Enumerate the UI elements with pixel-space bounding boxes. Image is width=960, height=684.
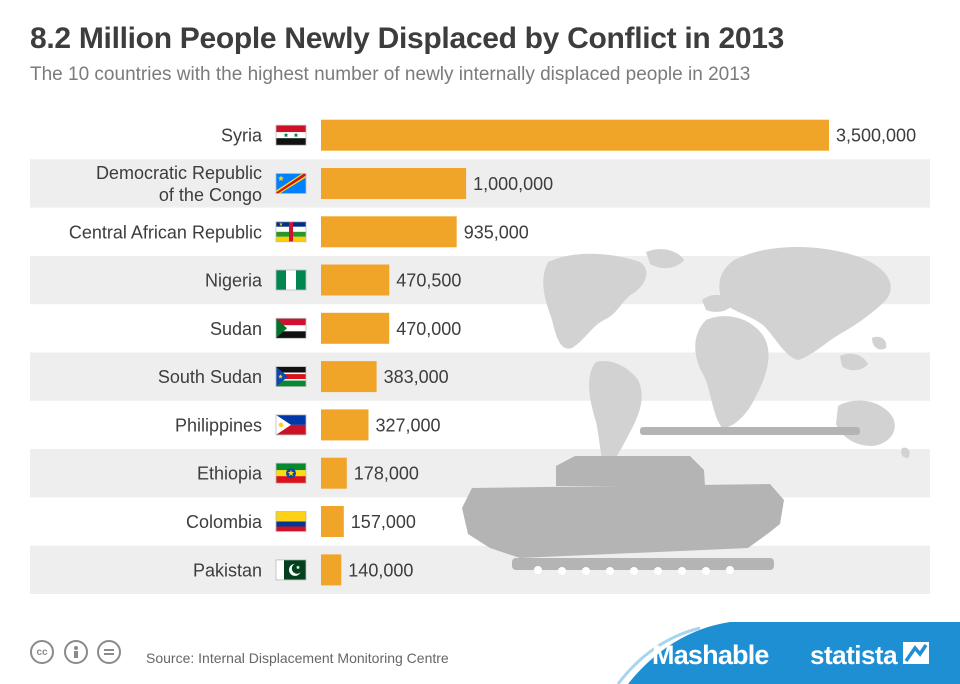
value-label: 935,000 (464, 222, 529, 242)
category-label: Philippines (175, 415, 262, 435)
cc-icon: cc (30, 640, 54, 664)
value-label: 157,000 (351, 512, 416, 532)
south-sudan-flag-icon (275, 366, 307, 388)
category-label: Central African Republic (69, 222, 262, 242)
category-label: Syria (221, 126, 263, 146)
category-label: Colombia (186, 512, 263, 532)
pakistan-flag-icon (275, 559, 307, 581)
category-label: Ethiopia (197, 464, 263, 484)
statista-mark-icon (903, 642, 929, 664)
bar-democratic-republic-of-the-congo (321, 168, 467, 199)
mashable-logo[interactable]: Mashable (652, 640, 769, 670)
statista-logo[interactable]: statista (810, 640, 898, 670)
row-stripe (30, 352, 930, 401)
ethiopia-flag-icon (275, 462, 307, 484)
bar-philippines (321, 409, 369, 441)
brand-wave (628, 622, 960, 684)
person-icon (64, 640, 88, 664)
category-label: South Sudan (158, 367, 262, 387)
chart-title: 8.2 Million People Newly Displaced by Co… (30, 22, 785, 55)
bar-pakistan (321, 554, 342, 586)
tank-illustration (462, 427, 860, 575)
bar-south-sudan (321, 361, 377, 393)
bar-central-african-republic (321, 216, 457, 248)
bar-colombia (321, 506, 344, 537)
chart-subtitle: The 10 countries with the highest number… (30, 64, 751, 85)
value-label: 383,000 (384, 367, 449, 387)
colombia-flag-icon (275, 511, 307, 532)
value-label: 470,500 (396, 271, 461, 291)
philippines-flag-icon (275, 414, 307, 436)
row-stripe (30, 159, 930, 208)
row-stripe (30, 545, 930, 594)
category-label: Democratic Republic of the Congo (96, 163, 262, 205)
world-map-illustration (543, 247, 910, 470)
brand-wave-highlight (616, 626, 701, 684)
bar-syria (321, 119, 829, 151)
central-african-republic-flag-icon (275, 221, 307, 243)
bar-ethiopia (321, 457, 347, 489)
value-label: 178,000 (354, 464, 419, 484)
syria-flag-icon (275, 124, 307, 146)
value-label: 1,000,000 (473, 174, 553, 194)
category-label: Sudan (210, 319, 262, 339)
dr-congo-flag-icon (275, 173, 307, 194)
nigeria-flag-icon (275, 269, 307, 291)
value-label: 470,000 (396, 319, 461, 339)
value-label: 327,000 (376, 415, 441, 435)
category-label: Nigeria (205, 271, 263, 291)
value-label: 140,000 (348, 560, 413, 580)
bar-sudan (321, 312, 390, 344)
sudan-flag-icon (275, 317, 307, 339)
equals-icon (97, 640, 121, 664)
category-label: Pakistan (193, 560, 262, 580)
bar-nigeria (321, 264, 390, 296)
source-note: Source: Internal Displacement Monitoring… (146, 650, 449, 666)
value-label: 3,500,000 (836, 126, 916, 146)
